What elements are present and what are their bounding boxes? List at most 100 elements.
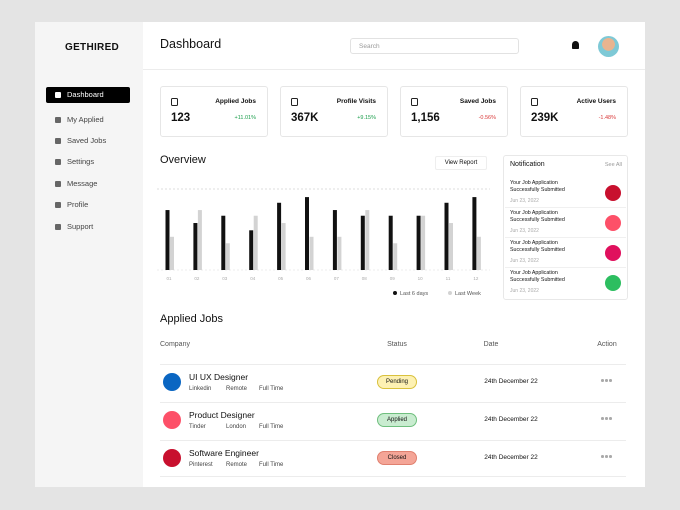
legend-label: Last 6 days xyxy=(400,291,428,297)
x-tick-label: 08 xyxy=(362,276,368,281)
view-report-button[interactable]: View Report xyxy=(435,156,487,170)
action-dot[interactable] xyxy=(605,455,608,458)
nav-item[interactable]: Dashboard xyxy=(67,90,104,99)
notification-date: Jun 23, 2022 xyxy=(510,228,539,234)
applied-date: 24th December 22 xyxy=(484,378,538,385)
bar xyxy=(170,236,174,270)
nav-item[interactable]: Message xyxy=(67,179,98,188)
brand: GETHIRED xyxy=(65,42,120,53)
job-type: Full Time xyxy=(259,462,284,468)
bar xyxy=(360,215,365,270)
search-box[interactable]: Search xyxy=(350,38,519,54)
stat-value: 1,156 xyxy=(411,112,440,124)
column-header: Company xyxy=(160,341,190,348)
notification-date: Jun 23, 2022 xyxy=(510,198,539,204)
x-tick-label: 02 xyxy=(194,276,200,281)
job-title: UI UX Designer xyxy=(189,372,249,382)
stat-icon xyxy=(411,98,418,106)
stat-change: +11.01% xyxy=(234,115,256,121)
bar xyxy=(165,210,170,270)
nav-icon xyxy=(55,159,61,165)
bar xyxy=(388,215,393,270)
stat-icon xyxy=(291,98,298,106)
nav-icon xyxy=(55,181,61,187)
stat-change: +9.15% xyxy=(357,115,376,121)
x-tick-label: 06 xyxy=(306,276,312,281)
nav-item[interactable]: Profile xyxy=(67,200,89,209)
nav-item[interactable]: My Applied xyxy=(67,115,104,124)
stat-value: 367K xyxy=(291,112,319,124)
location: Remote xyxy=(226,462,248,468)
job-title: Software Engineer xyxy=(189,448,259,458)
action-dot[interactable] xyxy=(609,417,612,420)
bar xyxy=(193,223,198,270)
action-dot[interactable] xyxy=(605,379,608,382)
job-type: Full Time xyxy=(259,424,284,430)
column-header: Date xyxy=(483,341,499,348)
action-dot[interactable] xyxy=(609,379,612,382)
bar xyxy=(444,202,449,270)
nav-icon xyxy=(55,92,61,98)
stat-label: Saved Jobs xyxy=(459,98,496,105)
action-dot[interactable] xyxy=(609,455,612,458)
stat-icon xyxy=(531,98,538,106)
bar xyxy=(332,210,337,270)
bar xyxy=(416,215,421,270)
stat-label: Profile Visits xyxy=(336,98,376,105)
job-type: Full Time xyxy=(259,386,284,392)
stat-card xyxy=(160,86,268,137)
avatar[interactable] xyxy=(598,36,619,57)
bar xyxy=(337,236,342,270)
notification-logo xyxy=(605,215,621,231)
bar xyxy=(281,223,286,270)
nav-item[interactable]: Support xyxy=(67,222,94,231)
notification-text: Your Job Application Successfully Submit… xyxy=(510,180,565,193)
company-name: Pinterest xyxy=(189,462,213,468)
action-dot[interactable] xyxy=(601,455,604,458)
notification-date: Jun 23, 2022 xyxy=(510,288,539,294)
stat-icon xyxy=(171,98,178,106)
column-header: Status xyxy=(387,341,407,348)
notification-logo xyxy=(605,245,621,261)
stat-card xyxy=(520,86,628,137)
company-logo xyxy=(163,449,181,467)
legend-label: Last Week xyxy=(455,291,481,297)
see-all-link[interactable]: See All xyxy=(604,162,622,168)
legend-dot xyxy=(448,291,452,295)
bar xyxy=(421,215,426,270)
company-logo xyxy=(163,411,181,429)
x-tick-label: 03 xyxy=(222,276,228,281)
nav-icon xyxy=(55,202,61,208)
action-dot[interactable] xyxy=(601,379,604,382)
company-logo xyxy=(163,373,181,391)
bar xyxy=(197,210,202,270)
action-dot[interactable] xyxy=(601,417,604,420)
bar xyxy=(305,197,309,270)
x-tick-label: 10 xyxy=(418,276,424,281)
overview-chart: 01 02 03 04 05 06 07 08 09 10 11 12 Last 6 days Last … xyxy=(157,188,490,297)
bar xyxy=(309,236,314,270)
nav-item[interactable]: Saved Jobs xyxy=(67,136,107,145)
x-tick-label: 07 xyxy=(334,276,340,281)
stat-card xyxy=(280,86,388,137)
notification-text: Your Job Application Successfully Submit… xyxy=(510,210,565,223)
bar xyxy=(221,215,226,270)
active-nav-bg[interactable] xyxy=(46,87,130,103)
nav-item[interactable]: Settings xyxy=(67,157,95,166)
nav-icon xyxy=(55,138,61,144)
column-header: Action xyxy=(597,341,617,348)
bar xyxy=(277,202,282,270)
bar xyxy=(225,243,230,270)
stat-label: Applied Jobs xyxy=(215,98,256,105)
x-tick-label: 05 xyxy=(278,276,284,281)
bar xyxy=(472,197,477,270)
bell-icon[interactable] xyxy=(572,41,579,49)
stat-label: Active Users xyxy=(576,98,616,105)
x-tick-label: 09 xyxy=(390,276,396,281)
bar xyxy=(253,215,258,270)
applied-date: 24th December 22 xyxy=(484,416,538,423)
notification-logo xyxy=(605,275,621,291)
notification-text: Your Job Application Successfully Submit… xyxy=(510,270,565,283)
action-dot[interactable] xyxy=(605,417,608,420)
row-divider xyxy=(160,440,626,441)
